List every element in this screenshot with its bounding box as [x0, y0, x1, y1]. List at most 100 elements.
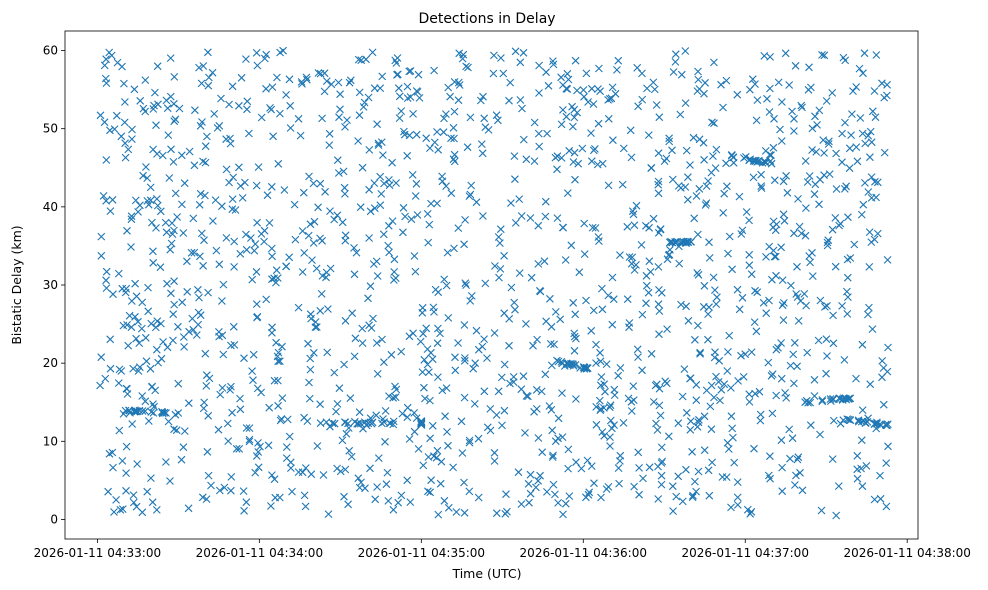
data-point: [253, 384, 262, 393]
data-point: [866, 127, 875, 136]
data-point: [542, 68, 550, 77]
data-point: [158, 151, 167, 160]
data-point: [285, 432, 294, 441]
data-point: [204, 81, 213, 90]
data-point: [876, 471, 884, 480]
data-point: [694, 418, 703, 427]
data-point: [236, 182, 245, 190]
data-point: [832, 149, 840, 158]
data-point: [587, 326, 596, 335]
data-point: [751, 80, 759, 88]
data-point: [179, 443, 188, 452]
data-point: [144, 307, 153, 316]
data-point: [330, 419, 339, 428]
data-point: [376, 84, 385, 93]
data-point: [745, 216, 753, 225]
data-point: [282, 91, 290, 99]
data-point: [218, 202, 226, 211]
data-point: [517, 500, 526, 508]
data-point: [777, 243, 785, 252]
data-point: [384, 497, 393, 505]
data-point: [472, 198, 481, 207]
data-point: [171, 189, 180, 198]
data-point: [608, 83, 617, 92]
data-point: [230, 263, 238, 271]
data-point: [638, 366, 646, 375]
data-point: [461, 354, 469, 362]
data-point: [340, 183, 349, 192]
data-point: [598, 284, 606, 293]
data-point: [566, 361, 574, 369]
data-point: [769, 143, 778, 152]
data-point: [130, 85, 139, 94]
data-point: [616, 457, 624, 465]
data-point: [649, 398, 658, 406]
data-point: [765, 296, 773, 305]
data-point: [180, 427, 189, 435]
data-point: [354, 420, 363, 428]
data-point: [294, 114, 303, 123]
data-point: [143, 487, 152, 496]
data-point: [848, 110, 856, 118]
data-point: [230, 237, 239, 246]
data-point: [695, 415, 703, 424]
data-point: [228, 82, 237, 91]
data-point: [407, 215, 416, 224]
data-point: [274, 357, 282, 366]
data-point: [204, 288, 212, 297]
data-point: [679, 238, 688, 246]
data-point: [587, 129, 595, 137]
data-point: [554, 414, 563, 423]
data-point: [132, 292, 141, 301]
data-point: [678, 392, 687, 401]
data-point: [598, 305, 607, 314]
data-point: [447, 189, 456, 198]
data-point: [777, 339, 785, 347]
data-point: [224, 437, 233, 445]
data-point: [499, 69, 508, 78]
data-point: [174, 379, 183, 388]
data-point: [364, 419, 373, 428]
data-point: [401, 212, 409, 221]
data-point: [141, 333, 150, 342]
data-point: [673, 237, 681, 246]
data-point: [160, 408, 169, 417]
data-point: [630, 266, 639, 274]
data-point: [250, 246, 259, 255]
data-point: [466, 190, 475, 199]
data-point: [123, 390, 132, 398]
data-point: [762, 253, 770, 261]
data-point: [451, 366, 460, 375]
data-point: [344, 500, 352, 509]
data-point: [778, 487, 787, 496]
data-point: [423, 360, 432, 369]
data-point: [358, 163, 367, 172]
data-point: [876, 494, 885, 503]
data-point: [334, 78, 343, 87]
data-point: [215, 260, 224, 269]
data-point: [394, 84, 403, 93]
data-point: [689, 491, 697, 500]
data-point: [633, 345, 642, 354]
data-point: [650, 85, 659, 94]
data-point: [497, 373, 506, 382]
data-point: [336, 90, 344, 99]
data-point: [254, 463, 263, 472]
data-point: [793, 262, 801, 271]
data-point: [209, 217, 217, 225]
data-point: [497, 54, 505, 62]
data-point: [828, 89, 837, 97]
data-point: [749, 173, 758, 182]
data-point: [867, 138, 876, 147]
data-point: [177, 151, 186, 160]
data-point: [300, 249, 309, 257]
data-point: [649, 78, 658, 87]
data-point: [840, 356, 849, 364]
data-point: [598, 428, 607, 436]
data-point: [131, 279, 139, 288]
data-point: [341, 236, 350, 245]
data-point: [806, 258, 814, 267]
data-point: [832, 185, 841, 193]
data-point: [385, 392, 393, 400]
data-point: [814, 336, 823, 345]
